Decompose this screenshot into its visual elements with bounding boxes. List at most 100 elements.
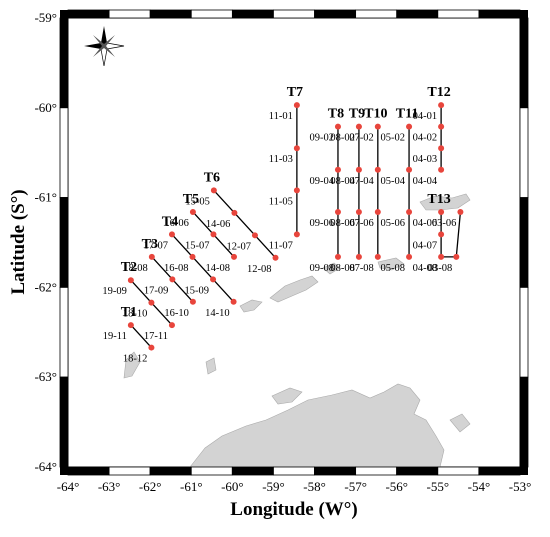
island [123,351,141,379]
station-point [148,344,155,351]
transect-line [213,189,276,259]
station-point [293,145,300,152]
y-tick-label: -63° [34,369,57,384]
station-point [293,231,300,238]
station-point [293,102,300,109]
station-label: 11-01 [269,111,293,122]
station-label: 19-11 [103,331,127,342]
station-point [374,253,381,260]
station-label: 08-04 [330,176,355,187]
frame-band [149,466,192,476]
island [377,257,405,271]
station-point [251,232,258,239]
station-label: 05-08 [381,263,406,274]
station-point [293,187,300,194]
x-tick-label: -62° [139,479,162,494]
island [269,275,319,303]
station-label: 18-12 [123,354,148,365]
x-tick-label: -57° [344,479,367,494]
station-point [406,123,413,130]
x-axis-title: Longitude (W°) [230,499,357,520]
y-tick-label: -62° [34,279,57,294]
station-point [210,187,217,194]
station-point [355,253,362,260]
station-point [148,299,155,306]
frame-band [437,466,480,476]
station-label: 05-02 [381,133,406,144]
station-label: 08-06 [330,218,355,229]
station-point [355,123,362,130]
frame-band [59,286,69,378]
station-label: 11-07 [269,240,293,251]
station-label: 04-07 [413,240,438,251]
station-label: 04-01 [413,111,438,122]
x-tick-label: -58° [303,479,326,494]
station-label: 15-09 [185,285,210,296]
station-label: 15-07 [185,240,210,251]
station-label: 16-10 [164,308,189,319]
station-point [168,231,175,238]
station-point [334,253,341,260]
frame-band [67,466,110,476]
station-point [210,276,217,283]
transect-name: T5 [183,192,199,207]
frame-corner [520,10,528,18]
station-label: 05-04 [381,176,406,187]
frame-band [396,9,439,19]
station-point [334,123,341,130]
station-label: 11-03 [269,154,293,165]
frame-band [519,107,529,199]
frame-band [108,9,151,19]
station-label: 12-08 [247,264,272,275]
station-label: 05-06 [381,218,406,229]
station-point [230,298,237,305]
station-label: 09-04 [309,176,334,187]
frame-band [190,466,233,476]
station-point [355,166,362,173]
station-label: 16-06 [164,218,189,229]
station-point [210,231,217,238]
frame-band [437,9,480,19]
station-label: 14-08 [206,263,231,274]
frame-band [59,197,69,288]
station-label: 12-07 [226,241,251,252]
station-label: 03-08 [428,263,453,274]
station-point [406,166,413,173]
x-tick-label: -54° [468,479,491,494]
land [123,193,471,468]
frame-band [519,286,529,378]
frame-band [67,9,110,19]
transect-line [130,324,152,349]
transect-name: T3 [142,237,158,252]
station-label: 15-05 [185,196,210,207]
frame-band [231,9,274,19]
station-point [374,166,381,173]
station-point [189,298,196,305]
frame-band [108,466,151,476]
station-point [457,208,464,215]
station-point [169,276,176,283]
x-tick-label: -59° [262,479,285,494]
station-point [453,253,460,260]
station-label: 07-06 [349,218,374,229]
frame-band [273,466,315,476]
island [271,387,303,405]
peninsula [189,383,445,468]
station-point [127,277,134,284]
station-label: 14-10 [205,308,230,319]
station-point [406,253,413,260]
frame-band [149,9,192,19]
frame-band [273,9,315,19]
transect-name: T2 [121,260,137,275]
x-tick-label: -55° [427,479,450,494]
transect-name: T4 [162,214,178,229]
frame-band [478,466,521,476]
station-point [189,253,196,260]
station-label: 16-08 [164,263,189,274]
frame-band [314,9,357,19]
frame-corner [60,467,68,475]
station-point [438,253,445,260]
frame-band [59,376,69,468]
station-point [406,208,413,215]
